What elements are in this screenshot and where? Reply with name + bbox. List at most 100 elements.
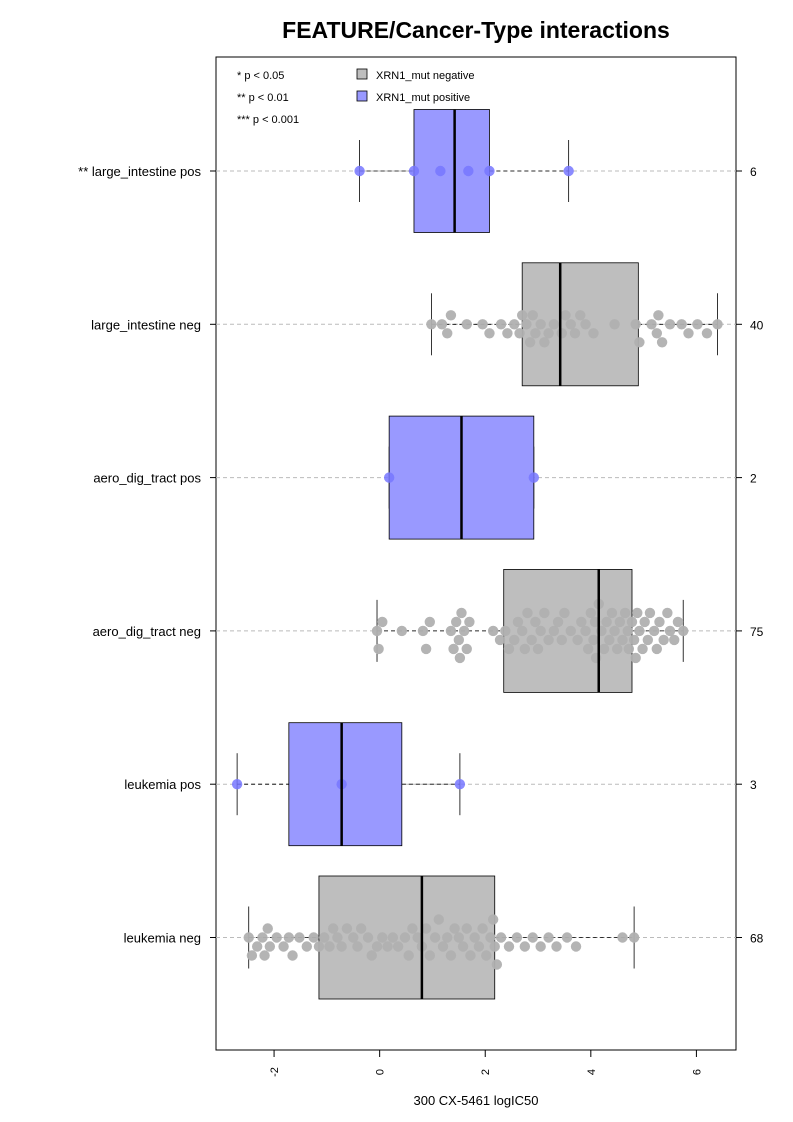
x-tick-label: -2 <box>269 1067 281 1077</box>
data-point <box>662 607 673 619</box>
group-count: 40 <box>750 318 764 332</box>
data-point <box>481 950 492 961</box>
x-tick-label: 0 <box>375 1069 387 1075</box>
data-point <box>516 310 528 321</box>
data-point <box>332 932 343 943</box>
data-point <box>396 625 408 637</box>
data-point <box>527 932 538 943</box>
data-point <box>588 634 599 646</box>
data-point <box>487 625 499 637</box>
x-tick-label: 4 <box>586 1069 598 1075</box>
data-point <box>412 932 423 943</box>
data-point <box>262 923 273 934</box>
data-point <box>454 652 466 664</box>
data-point <box>548 319 560 330</box>
data-point <box>522 607 533 619</box>
data-point <box>387 932 399 943</box>
data-point <box>683 328 694 339</box>
data-point <box>676 319 687 330</box>
category-label: aero_dig_tract pos <box>93 471 201 486</box>
chart-title: FEATURE/Cancer-Type interactions <box>282 17 670 43</box>
data-point <box>511 932 523 943</box>
data-point <box>495 932 507 943</box>
significance-entry-2: ** p < 0.01 <box>237 92 289 104</box>
group-5: leukemia neg 68 <box>124 875 764 1000</box>
data-point <box>465 950 476 961</box>
group-count: 68 <box>750 932 764 946</box>
data-point <box>417 625 429 637</box>
data-point <box>420 923 432 934</box>
data-point <box>257 932 268 943</box>
data-point <box>617 932 628 943</box>
series-legend: XRN1_mut negative XRN1_mut positive <box>356 68 474 104</box>
data-point <box>561 932 573 943</box>
data-point <box>283 932 295 943</box>
data-point <box>453 634 465 646</box>
data-point <box>512 616 524 628</box>
data-point <box>271 932 282 943</box>
data-point <box>644 607 656 619</box>
category-label: ** large_intestine pos <box>78 164 201 179</box>
data-point <box>628 932 640 943</box>
category-label: large_intestine neg <box>91 317 201 332</box>
data-point <box>658 634 669 646</box>
data-point <box>530 616 541 628</box>
data-point <box>403 950 414 961</box>
data-point <box>637 643 648 655</box>
data-point <box>543 634 554 646</box>
data-point <box>246 950 258 961</box>
data-point <box>445 625 457 637</box>
data-point <box>580 319 591 330</box>
data-point <box>565 319 576 330</box>
group-count: 3 <box>750 778 757 792</box>
data-point <box>327 923 339 934</box>
data-point <box>469 932 480 943</box>
group-count: 2 <box>750 472 757 486</box>
data-point <box>598 643 610 655</box>
data-point <box>449 923 460 934</box>
data-point <box>494 634 506 646</box>
significance-entry-3: *** p < 0.001 <box>237 114 299 126</box>
data-point <box>576 616 587 628</box>
data-point <box>287 950 298 961</box>
data-point <box>341 923 353 934</box>
data-point <box>539 337 550 348</box>
group-0: ** large_intestine pos 6 <box>78 109 757 233</box>
data-point <box>473 941 485 952</box>
data-point <box>701 328 713 339</box>
data-point <box>526 634 537 646</box>
data-point <box>495 319 507 330</box>
data-point <box>565 625 576 637</box>
data-point <box>609 319 620 330</box>
data-point <box>580 625 591 637</box>
data-point <box>487 914 499 925</box>
data-point <box>651 328 663 339</box>
data-point <box>563 165 574 177</box>
data-point <box>532 643 544 655</box>
data-point <box>308 932 319 943</box>
data-point <box>489 941 500 952</box>
data-point <box>464 616 475 628</box>
data-point <box>639 616 650 628</box>
data-point <box>628 634 640 646</box>
legend-label-negative: XRN1_mut negative <box>376 70 474 82</box>
data-point <box>664 319 676 330</box>
plot-frame <box>215 56 737 1051</box>
data-point <box>383 472 395 483</box>
data-point <box>461 319 472 330</box>
data-point <box>278 941 289 952</box>
data-point <box>535 941 546 952</box>
category-label: leukemia pos <box>124 777 201 792</box>
data-point <box>548 625 560 637</box>
data-point <box>524 337 536 348</box>
data-point <box>678 625 689 637</box>
data-point <box>556 328 567 339</box>
data-point <box>424 950 436 961</box>
group-1: large_intestine neg 40 <box>91 262 764 387</box>
data-point <box>617 634 628 646</box>
data-point <box>552 616 564 628</box>
data-point <box>614 616 626 628</box>
data-point <box>436 319 448 330</box>
data-point <box>442 932 453 943</box>
